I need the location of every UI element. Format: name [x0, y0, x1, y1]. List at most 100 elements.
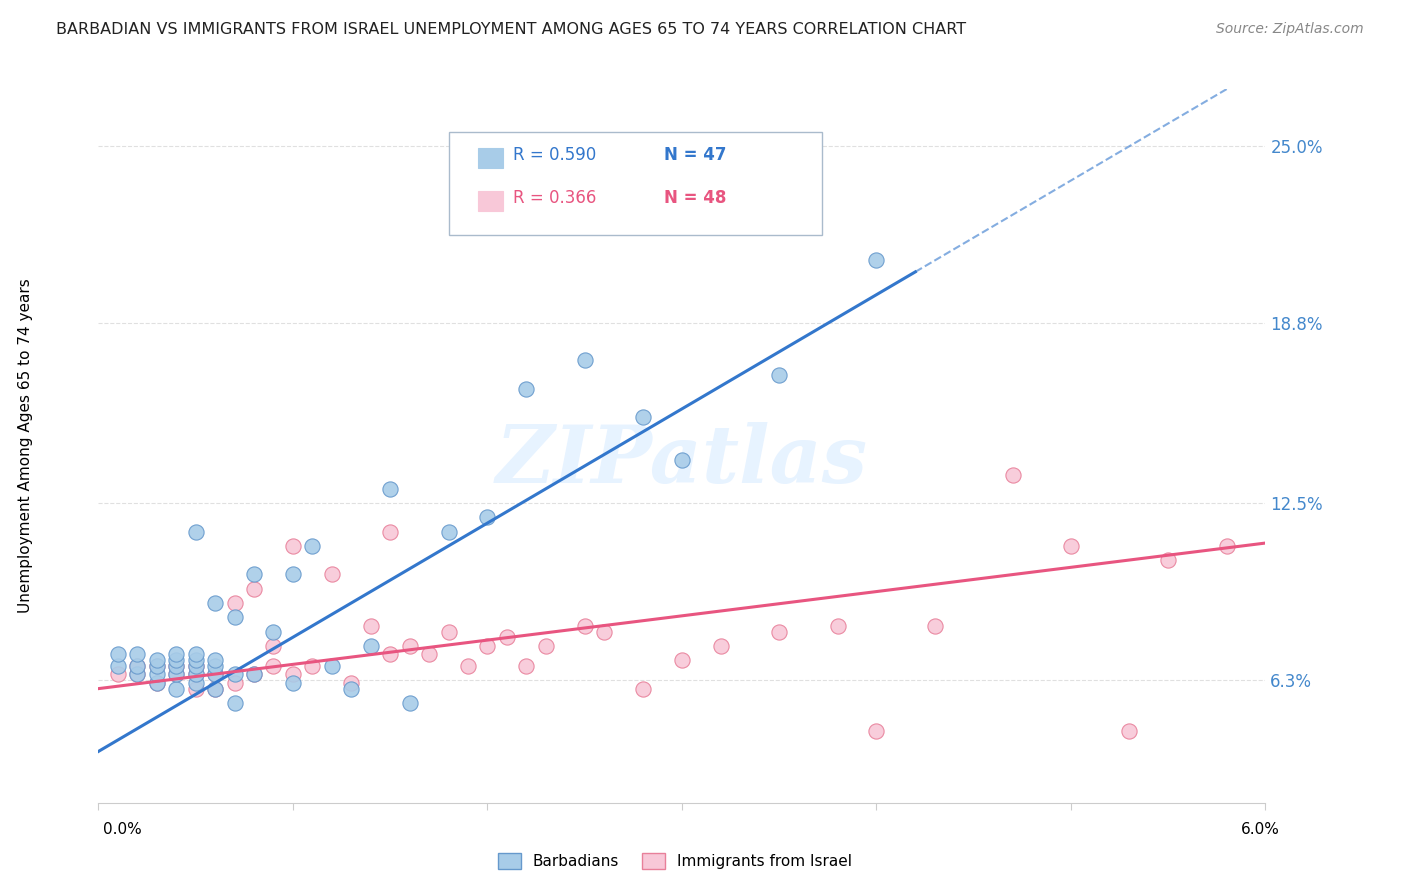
Point — [340, 676, 363, 690]
Point — [437, 524, 460, 539]
Point — [457, 658, 479, 673]
Text: BARBADIAN VS IMMIGRANTS FROM ISRAEL UNEMPLOYMENT AMONG AGES 65 TO 74 YEARS CORRE: BARBADIAN VS IMMIGRANTS FROM ISRAEL UNEM… — [56, 22, 966, 37]
Point — [184, 658, 207, 673]
Point — [184, 667, 207, 681]
Point — [107, 667, 129, 681]
Point — [574, 619, 596, 633]
Point — [378, 524, 402, 539]
Point — [477, 639, 499, 653]
Point — [243, 667, 266, 681]
Point — [165, 653, 187, 667]
Point — [224, 610, 246, 624]
Point — [146, 653, 169, 667]
Point — [865, 724, 887, 739]
Text: N = 47: N = 47 — [665, 146, 727, 164]
Point — [184, 676, 207, 690]
Point — [146, 658, 169, 673]
Bar — [478, 148, 503, 168]
Point — [165, 648, 187, 662]
Point — [165, 658, 187, 673]
Point — [146, 667, 169, 681]
Point — [768, 368, 790, 382]
Point — [224, 696, 246, 710]
Point — [631, 681, 654, 696]
Point — [184, 524, 207, 539]
Point — [321, 567, 343, 582]
Point — [631, 410, 654, 425]
Point — [184, 658, 207, 673]
Point — [827, 619, 849, 633]
Point — [224, 596, 246, 610]
Point — [224, 667, 246, 681]
Point — [127, 658, 149, 673]
Point — [534, 639, 557, 653]
Point — [204, 658, 226, 673]
Point — [515, 658, 537, 673]
Point — [262, 624, 284, 639]
Point — [127, 658, 149, 673]
Point — [593, 624, 616, 639]
Point — [437, 624, 460, 639]
Point — [165, 667, 187, 681]
Point — [301, 658, 323, 673]
Point — [224, 676, 246, 690]
Point — [671, 453, 693, 467]
Text: 0.0%: 0.0% — [103, 822, 142, 837]
Point — [184, 648, 207, 662]
Point — [398, 639, 420, 653]
Point — [204, 681, 226, 696]
Bar — [478, 191, 503, 211]
Point — [671, 653, 693, 667]
Point — [1060, 539, 1083, 553]
Point — [301, 539, 323, 553]
Point — [574, 353, 596, 368]
Point — [418, 648, 440, 662]
Point — [165, 667, 187, 681]
Point — [127, 667, 149, 681]
Point — [127, 667, 149, 681]
Point — [865, 253, 887, 268]
Point — [496, 630, 519, 644]
Text: R = 0.366: R = 0.366 — [513, 189, 596, 207]
Point — [165, 658, 187, 673]
Text: 6.0%: 6.0% — [1240, 822, 1279, 837]
Point — [924, 619, 946, 633]
Text: ZIPatlas: ZIPatlas — [496, 422, 868, 499]
Point — [146, 658, 169, 673]
Point — [204, 667, 226, 681]
Point — [378, 648, 402, 662]
FancyBboxPatch shape — [449, 132, 823, 235]
Point — [281, 567, 304, 582]
Point — [281, 676, 304, 690]
Text: N = 48: N = 48 — [665, 189, 727, 207]
Point — [398, 696, 420, 710]
Point — [204, 653, 226, 667]
Point — [243, 567, 266, 582]
Point — [204, 596, 226, 610]
Point — [107, 658, 129, 673]
Text: R = 0.590: R = 0.590 — [513, 146, 596, 164]
Point — [515, 382, 537, 396]
Point — [243, 582, 266, 596]
Point — [1001, 467, 1024, 482]
Point — [146, 676, 169, 690]
Point — [165, 681, 187, 696]
Point — [321, 658, 343, 673]
Point — [107, 648, 129, 662]
Point — [477, 510, 499, 524]
Point — [768, 624, 790, 639]
Point — [281, 667, 304, 681]
Point — [360, 639, 382, 653]
Point — [262, 639, 284, 653]
Point — [340, 681, 363, 696]
Point — [360, 619, 382, 633]
Point — [262, 658, 284, 673]
Point — [243, 667, 266, 681]
Point — [204, 667, 226, 681]
Point — [1118, 724, 1140, 739]
Point — [204, 681, 226, 696]
Point — [184, 681, 207, 696]
Point — [710, 639, 733, 653]
Point — [127, 648, 149, 662]
Legend: Barbadians, Immigrants from Israel: Barbadians, Immigrants from Israel — [492, 847, 858, 875]
